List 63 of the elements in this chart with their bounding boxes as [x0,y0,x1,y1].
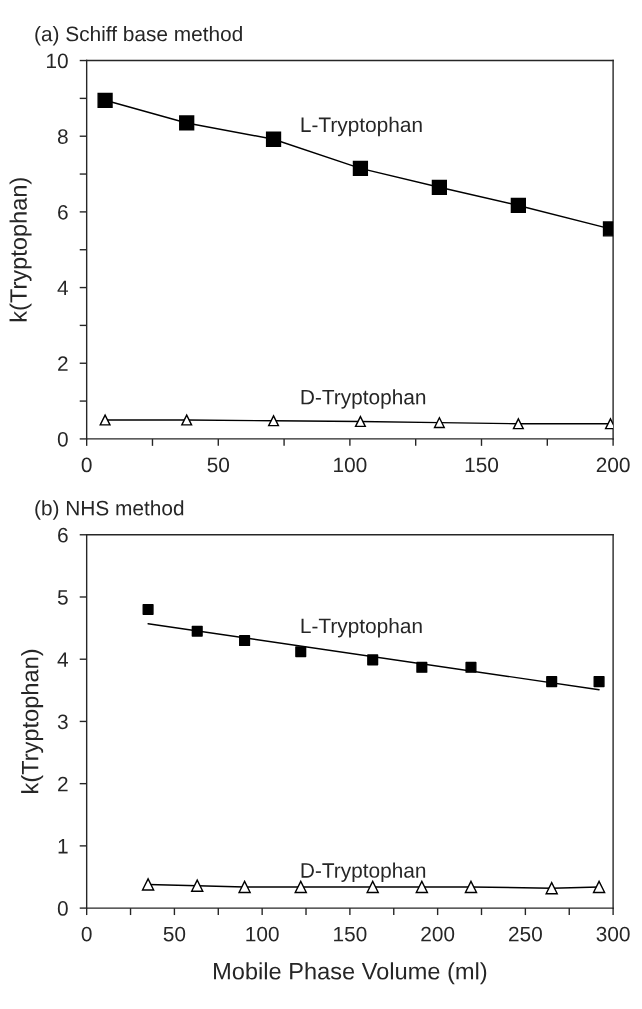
point [99,414,111,426]
point [352,160,369,177]
x-tick-label: 0 [81,457,92,473]
point [546,676,558,688]
y-tick-label: 6 [58,204,68,220]
x-axis-title: Mobile Phase Volume (ml) [214,962,487,985]
y-tick-label: 6 [58,527,68,543]
x-tick-label: 150 [465,457,499,473]
point [239,634,251,647]
point [267,415,280,427]
point [545,881,558,895]
chart-title: (b) NHS method [35,500,184,520]
point [465,661,477,673]
y-tick-label: 10 [47,53,68,69]
chart-title: (a) Schiff base method [35,26,242,46]
y-tick-label: 4 [57,280,69,296]
point [433,417,445,429]
y-tick-label: 2 [58,356,68,371]
y-tick-label: 5 [57,590,68,605]
x-tick-label: 300 [596,926,630,942]
x-tick-label: 150 [334,926,367,942]
point [354,415,366,428]
y-tick-label: 8 [57,129,68,144]
x-tick-label: 200 [596,457,630,473]
point [238,880,251,894]
point [367,654,379,666]
point [431,179,448,195]
point [512,418,524,430]
x-tick-label: 250 [509,926,542,942]
point [593,676,605,688]
y-axis-title: k(Tryptophan) [9,178,32,322]
point [181,414,193,426]
y-tick-label: 0 [57,431,68,447]
point [416,661,428,673]
x-tick-label: 0 [81,926,92,942]
point [510,197,526,214]
point [190,879,204,892]
point [604,418,614,430]
annotation: L-Tryptophan [301,618,422,638]
annotation: L-Tryptophan [301,116,422,137]
x-tick-label: 200 [421,926,455,942]
y-axis-title: k(Tryptophan) [21,649,44,793]
y-tick-label: 0 [57,901,68,916]
x-tick-label: 100 [246,926,279,942]
y-tick-label: 1 [58,839,68,854]
x-tick-label: 50 [163,926,186,942]
point [191,625,203,637]
point [295,646,307,658]
y-tick-label: 3 [57,714,68,730]
point [97,92,113,108]
point [592,880,606,894]
y-tick-label: 4 [57,652,69,667]
y-tick-label: 2 [58,776,68,792]
x-tick-label: 50 [207,457,230,473]
point [464,880,478,894]
point [179,115,195,131]
point [294,880,308,894]
annotation: D-Tryptophan [301,389,426,409]
x-tick-label: 100 [334,457,367,473]
point [141,878,155,891]
point [265,131,282,147]
annotation: D-Tryptophan [301,862,426,882]
point [142,603,154,615]
